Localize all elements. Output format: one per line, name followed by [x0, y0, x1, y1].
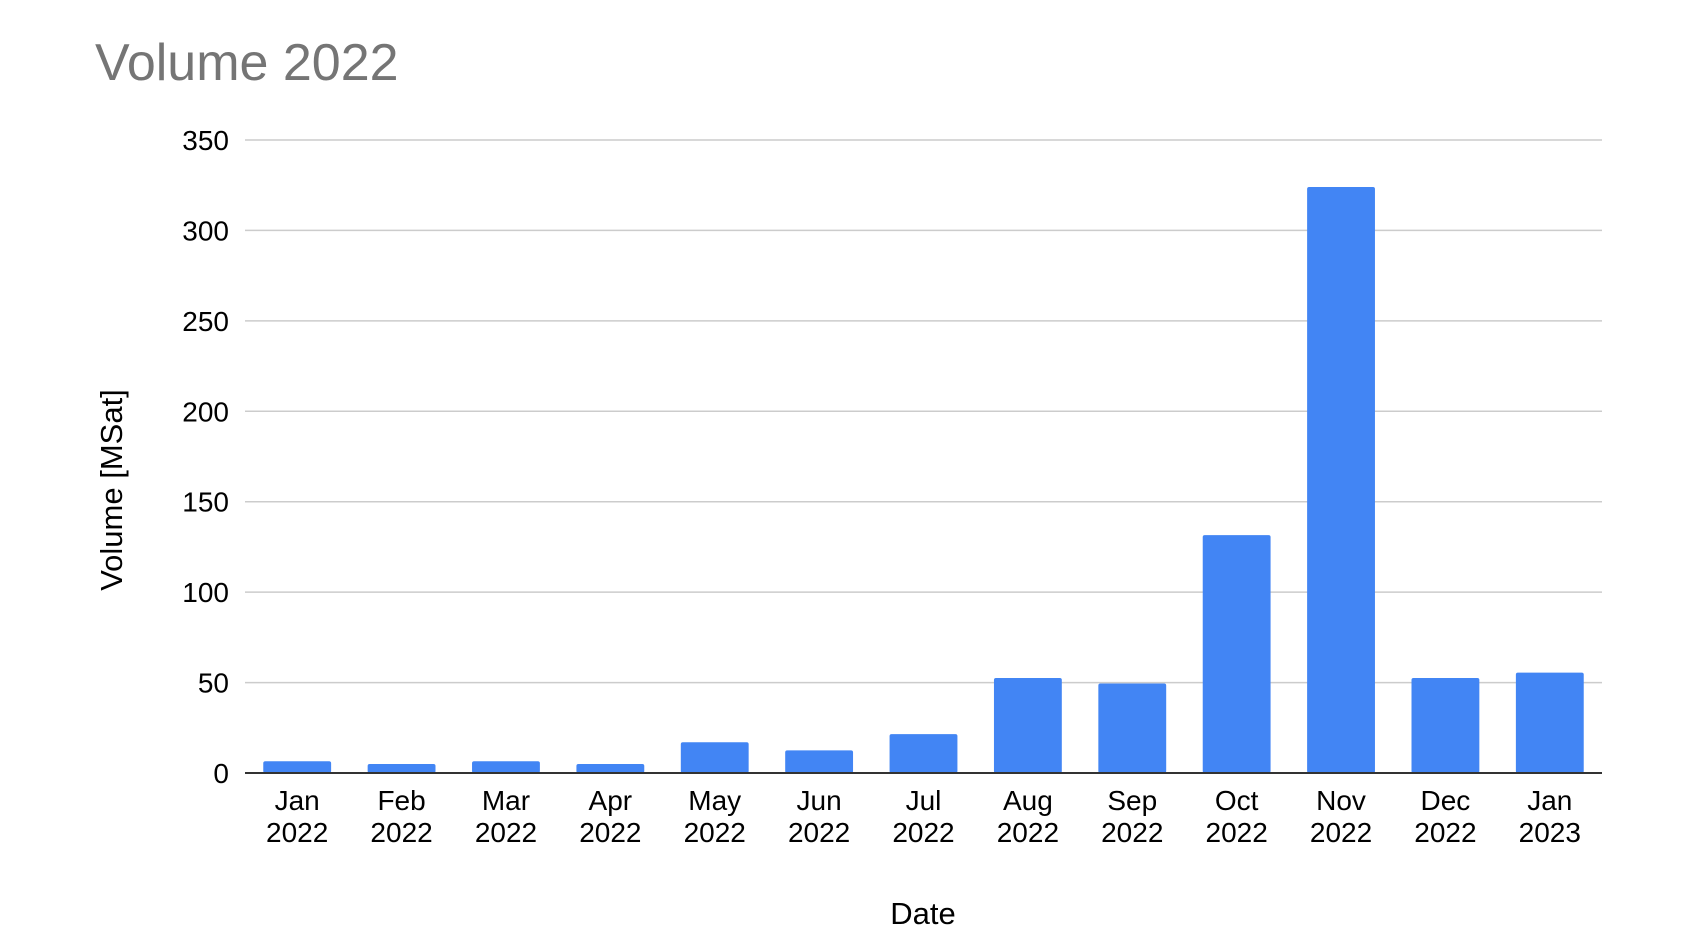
x-tick-label-line: Feb — [377, 785, 425, 816]
x-tick-label-line: Nov — [1316, 785, 1366, 816]
bar — [1411, 678, 1480, 773]
bar — [263, 761, 332, 773]
x-tick-label-line: Oct — [1215, 785, 1259, 816]
x-tick-label-line: 2022 — [1101, 817, 1163, 848]
bars — [263, 187, 1584, 774]
x-tick-label: Jul 2022 — [892, 785, 954, 848]
bar — [993, 678, 1062, 773]
x-tick-label: Nov 2022 — [1310, 785, 1372, 848]
bar — [1515, 672, 1584, 773]
x-tick-label-line: 2022 — [788, 817, 850, 848]
bar — [576, 763, 645, 773]
x-tick-label: Jan 2023 — [1519, 785, 1581, 848]
bar — [367, 763, 436, 773]
x-tick-label-line: Mar — [482, 785, 530, 816]
y-tick-label: 0 — [213, 758, 229, 789]
x-tick-label-line: May — [688, 785, 741, 816]
y-tick-labels: 0 50 100 150 200 250 300 350 — [182, 125, 229, 789]
x-tick-label-line: 2022 — [475, 817, 537, 848]
x-tick-label-line: Jan — [1527, 785, 1572, 816]
x-tick-label-line: Jul — [906, 785, 942, 816]
x-tick-label: Aug 2022 — [997, 785, 1059, 848]
bar — [680, 742, 749, 773]
x-tick-label: Oct 2022 — [1206, 785, 1268, 848]
y-tick-label: 100 — [182, 577, 229, 608]
x-tick-label: Mar 2022 — [475, 785, 537, 848]
x-tick-label-line: 2022 — [1206, 817, 1268, 848]
x-tick-label-line: 2023 — [1519, 817, 1581, 848]
x-tick-label: Apr 2022 — [579, 785, 641, 848]
x-tick-label: Sep 2022 — [1101, 785, 1163, 848]
x-tick-label: Dec 2022 — [1414, 785, 1476, 848]
x-axis-label: Date — [890, 896, 955, 931]
y-tick-label: 50 — [198, 668, 229, 699]
x-tick-label-line: 2022 — [1310, 817, 1372, 848]
x-tick-label-line: Apr — [589, 785, 633, 816]
bar — [889, 734, 958, 773]
x-tick-label-line: 2022 — [892, 817, 954, 848]
y-axis-label: Volume [MSat] — [94, 389, 129, 591]
x-tick-label-line: 2022 — [997, 817, 1059, 848]
x-tick-label: May 2022 — [684, 785, 746, 848]
x-tick-label-line: 2022 — [1414, 817, 1476, 848]
bar — [785, 750, 854, 773]
y-tick-label: 150 — [182, 487, 229, 518]
x-tick-label: Jun 2022 — [788, 785, 850, 848]
bar — [1202, 535, 1271, 773]
x-tick-label-line: 2022 — [266, 817, 328, 848]
x-tick-label-line: 2022 — [684, 817, 746, 848]
y-tick-label: 300 — [182, 215, 229, 246]
y-tick-label: 250 — [182, 306, 229, 337]
x-tick-label: Feb 2022 — [370, 785, 432, 848]
bar — [472, 761, 540, 773]
x-tick-label-line: Jan — [275, 785, 320, 816]
x-tick-label-line: 2022 — [579, 817, 641, 848]
x-tick-label: Jan 2022 — [266, 785, 328, 848]
bar — [1098, 683, 1167, 773]
x-tick-label-line: 2022 — [370, 817, 432, 848]
chart-title: Volume 2022 — [95, 34, 399, 92]
x-tick-label-line: Dec — [1421, 785, 1471, 816]
bar — [1307, 187, 1375, 774]
x-tick-label-line: Jun — [797, 785, 842, 816]
gridlines — [245, 139, 1602, 684]
y-tick-label: 200 — [182, 396, 229, 427]
y-tick-label: 350 — [182, 125, 229, 156]
x-tick-label-line: Aug — [1003, 785, 1053, 816]
x-tick-label-line: Sep — [1107, 785, 1157, 816]
